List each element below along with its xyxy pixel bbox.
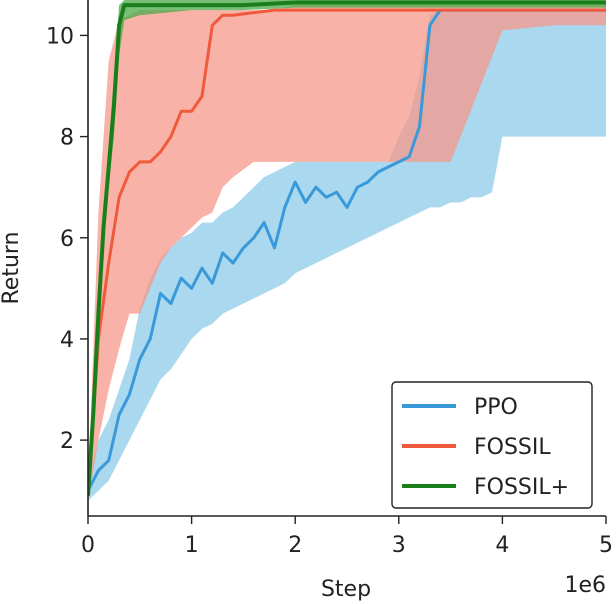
x-tick-label: 3 xyxy=(392,533,406,558)
band-ppo xyxy=(88,10,606,501)
x-tick-label: 4 xyxy=(495,533,509,558)
plot-area xyxy=(88,0,606,501)
y-tick-label: 4 xyxy=(60,328,74,353)
x-tick-label: 0 xyxy=(81,533,95,558)
x-offset-label: 1e6 xyxy=(564,573,606,598)
ticks: 0 1 2 3 4 5 2 4 6 8 10 xyxy=(46,24,613,558)
y-axis-label: Return xyxy=(0,231,24,304)
legend-label: FOSSIL+ xyxy=(474,475,569,500)
x-axis-label: Step xyxy=(321,577,371,602)
series-line-fossil xyxy=(88,8,606,496)
y-tick-label: 8 xyxy=(60,126,74,151)
y-tick-label: 10 xyxy=(46,24,74,49)
axes xyxy=(87,0,606,517)
x-tick-label: 5 xyxy=(599,533,613,558)
x-tick-label: 2 xyxy=(288,533,302,558)
y-tick-label: 2 xyxy=(60,429,74,454)
series-line-fossil- xyxy=(88,0,606,496)
legend-label: PPO xyxy=(474,395,518,420)
y-tick-label: 6 xyxy=(60,227,74,252)
band-fossil xyxy=(88,5,606,501)
legend: PPO FOSSIL FOSSIL+ xyxy=(391,381,593,509)
x-tick-label: 1 xyxy=(185,533,199,558)
legend-box xyxy=(391,381,593,509)
legend-label: FOSSIL xyxy=(474,435,551,460)
